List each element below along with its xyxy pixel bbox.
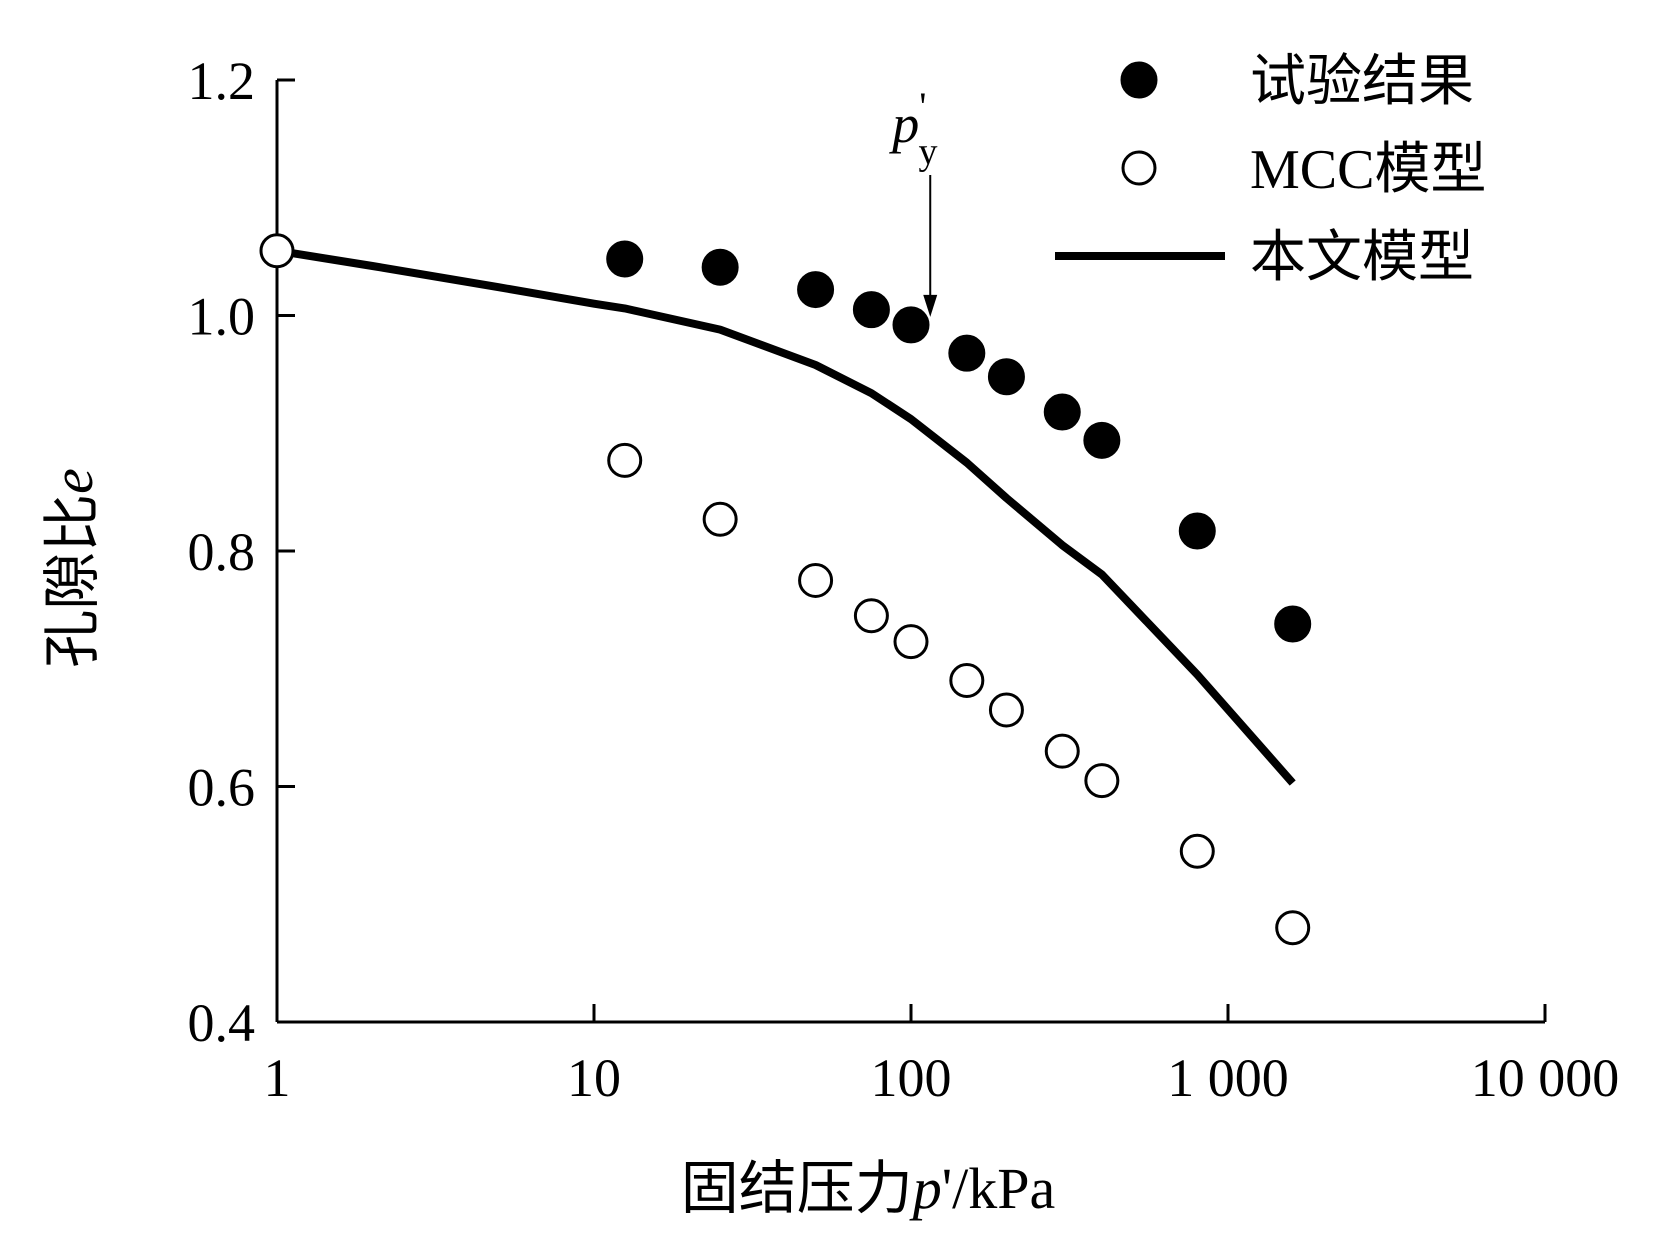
annotation: p' y <box>888 84 937 317</box>
test-result-point <box>892 306 930 344</box>
test-result-point <box>701 248 739 286</box>
axes <box>275 80 1545 1024</box>
line-series <box>276 246 1296 786</box>
y-tick-label: 1.2 <box>188 51 256 111</box>
test-result-point <box>987 358 1025 396</box>
model-curve <box>276 246 1296 786</box>
mcc-model-point <box>988 692 1024 728</box>
annotation-label: p' y <box>888 84 937 173</box>
mcc-model-point <box>1275 910 1311 946</box>
test-result-point <box>606 240 644 278</box>
mcc-model-point <box>259 233 295 269</box>
legend-label: MCC模型 <box>1250 139 1487 201</box>
mcc-model-point <box>1044 733 1080 769</box>
x-axis-title: 固结压力p'/kPa <box>681 1156 1056 1221</box>
test-result-point <box>1043 393 1081 431</box>
mcc-model-point <box>1084 763 1120 799</box>
test-result-point <box>852 291 890 329</box>
y-ticks: 0.4 0.6 0.8 1.0 1.2 <box>188 51 295 1053</box>
test-result-point <box>797 271 835 309</box>
annotation-arrow-head <box>923 294 938 317</box>
y-axis-title: 孔隙比e <box>40 468 105 668</box>
test-result-point <box>1274 605 1312 643</box>
x-tick-label: 10 <box>567 1048 621 1108</box>
test-result-point <box>1083 421 1121 459</box>
legend-filled-marker <box>1120 61 1158 99</box>
x-tick-label: 10 000 <box>1471 1048 1620 1108</box>
x-tick-label: 1 <box>264 1048 291 1108</box>
x-ticks: 1 10 100 1 000 10 000 <box>264 1004 1620 1108</box>
legend-hollow-marker <box>1121 150 1157 186</box>
y-tick-label: 0.8 <box>188 522 256 582</box>
x-tick-label: 1 000 <box>1167 1048 1289 1108</box>
mcc-model-point <box>607 442 643 478</box>
markers <box>259 233 1312 946</box>
mcc-model-point <box>1179 833 1215 869</box>
x-tick-label: 100 <box>871 1048 952 1108</box>
legend-label: 本文模型 <box>1250 227 1474 289</box>
y-tick-label: 0.6 <box>188 758 256 818</box>
mcc-model-point <box>949 663 985 699</box>
y-tick-label: 0.4 <box>188 993 256 1053</box>
test-result-point <box>1178 512 1216 550</box>
mcc-model-point <box>853 598 889 634</box>
test-result-point <box>948 334 986 372</box>
mcc-model-point <box>702 501 738 537</box>
legend-label: 试验结果 <box>1250 51 1474 113</box>
y-tick-label: 1.0 <box>188 287 256 347</box>
mcc-model-point <box>893 624 929 660</box>
mcc-model-point <box>798 562 834 598</box>
